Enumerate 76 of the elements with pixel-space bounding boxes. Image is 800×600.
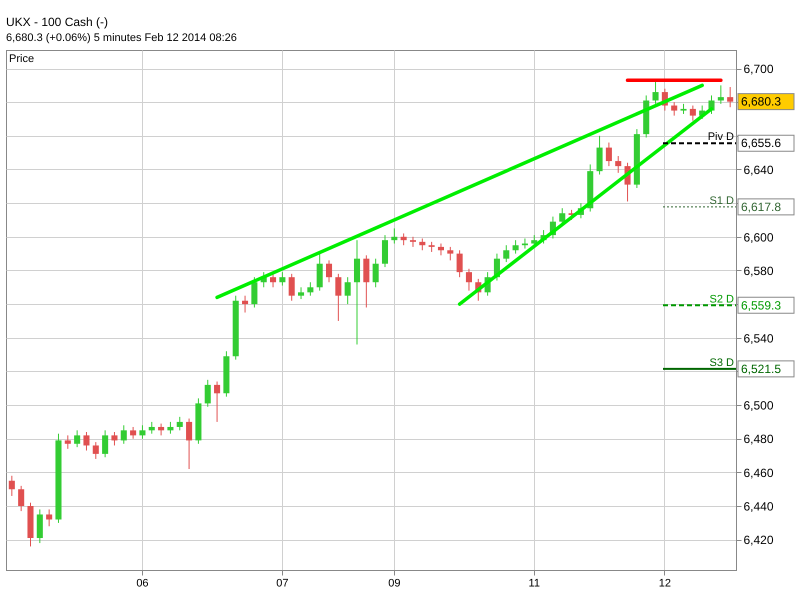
candlestick [307, 282, 314, 296]
candlestick [316, 253, 323, 292]
candlestick [288, 273, 295, 302]
y-tick-label: 6,580 [744, 264, 774, 278]
text: 6,559.3 [741, 298, 782, 312]
y-tick-label: 6,540 [744, 331, 774, 346]
candlestick [270, 273, 276, 288]
candlestick [466, 268, 472, 292]
candlestick [176, 416, 183, 431]
candlestick [727, 86, 734, 108]
candlestick [139, 424, 146, 440]
candlestick [671, 102, 678, 116]
y-tick-label: 6,640 [744, 162, 774, 177]
candlestick [111, 432, 118, 446]
annotation: Price [9, 53, 34, 65]
x-tick-label: 06 [136, 578, 149, 590]
candlestick [102, 430, 108, 458]
candlestick [64, 434, 71, 450]
y-tick-label: 6,480 [744, 432, 774, 446]
candlestick [186, 418, 192, 470]
x-tick-label: 07 [276, 578, 288, 590]
y-tick-label: 6,700 [744, 62, 774, 76]
candlestick [158, 423, 164, 436]
candlestick [36, 508, 43, 544]
candlestick [456, 250, 463, 278]
y-tick-label: 6,440 [744, 500, 774, 514]
candlestick [8, 475, 15, 496]
candlestick [251, 276, 258, 308]
candlestick [428, 241, 435, 252]
candlestick [354, 240, 360, 345]
candlestick [204, 379, 211, 408]
chart-subtitle: 6,680.3 (+0.06%) 5 minutes Feb 12 2014 08:26 [6, 32, 237, 44]
candlestick [615, 156, 622, 174]
candlestick [130, 426, 136, 440]
ref-line-label: S3 D [710, 356, 734, 369]
candlestick [438, 243, 444, 256]
text: 6,617.8 [741, 200, 782, 214]
candlestick [83, 432, 90, 452]
candlestick [74, 430, 80, 448]
candlestick [690, 105, 696, 122]
candlestick [363, 254, 370, 308]
x-tick-label: 09 [388, 578, 400, 590]
candlestick [718, 84, 724, 104]
candlestick [596, 135, 603, 176]
candlestick [279, 272, 286, 286]
chart-title: UKX - 100 Cash (-) [6, 15, 108, 29]
x-tick-label: 11 [528, 578, 540, 590]
ref-line-label: S1 D [710, 194, 734, 207]
y-tick-label: 6,420 [744, 533, 774, 548]
text: 6,655.6 [741, 136, 782, 150]
candlestick [120, 424, 127, 444]
candlestick [652, 80, 659, 104]
ref-line-label: Piv D [708, 131, 734, 144]
candlestick [410, 236, 416, 248]
y-tick-label: 6,600 [744, 230, 774, 244]
candlestick [335, 273, 342, 322]
candlestick [606, 142, 612, 167]
candlestick [326, 260, 332, 283]
candlestick [18, 485, 24, 512]
candlestick [148, 421, 155, 434]
text: 6,680.3 [741, 94, 782, 109]
candlestick [382, 234, 388, 268]
candlestick [167, 421, 174, 434]
y-tick-label: 6,500 [744, 398, 774, 413]
candlestick [214, 381, 220, 422]
x-tick-label: 12 [658, 578, 671, 590]
candlestick [372, 258, 379, 288]
candlestick [46, 508, 52, 527]
candlestick [92, 442, 99, 460]
candlestick [242, 295, 248, 314]
candlestick [344, 276, 351, 305]
candlestick [512, 240, 519, 254]
candlestick [503, 244, 510, 263]
ref-line-label: S2 D [710, 293, 734, 306]
y-tick-label: 6,460 [744, 466, 774, 480]
text: 6,521.5 [741, 362, 782, 376]
